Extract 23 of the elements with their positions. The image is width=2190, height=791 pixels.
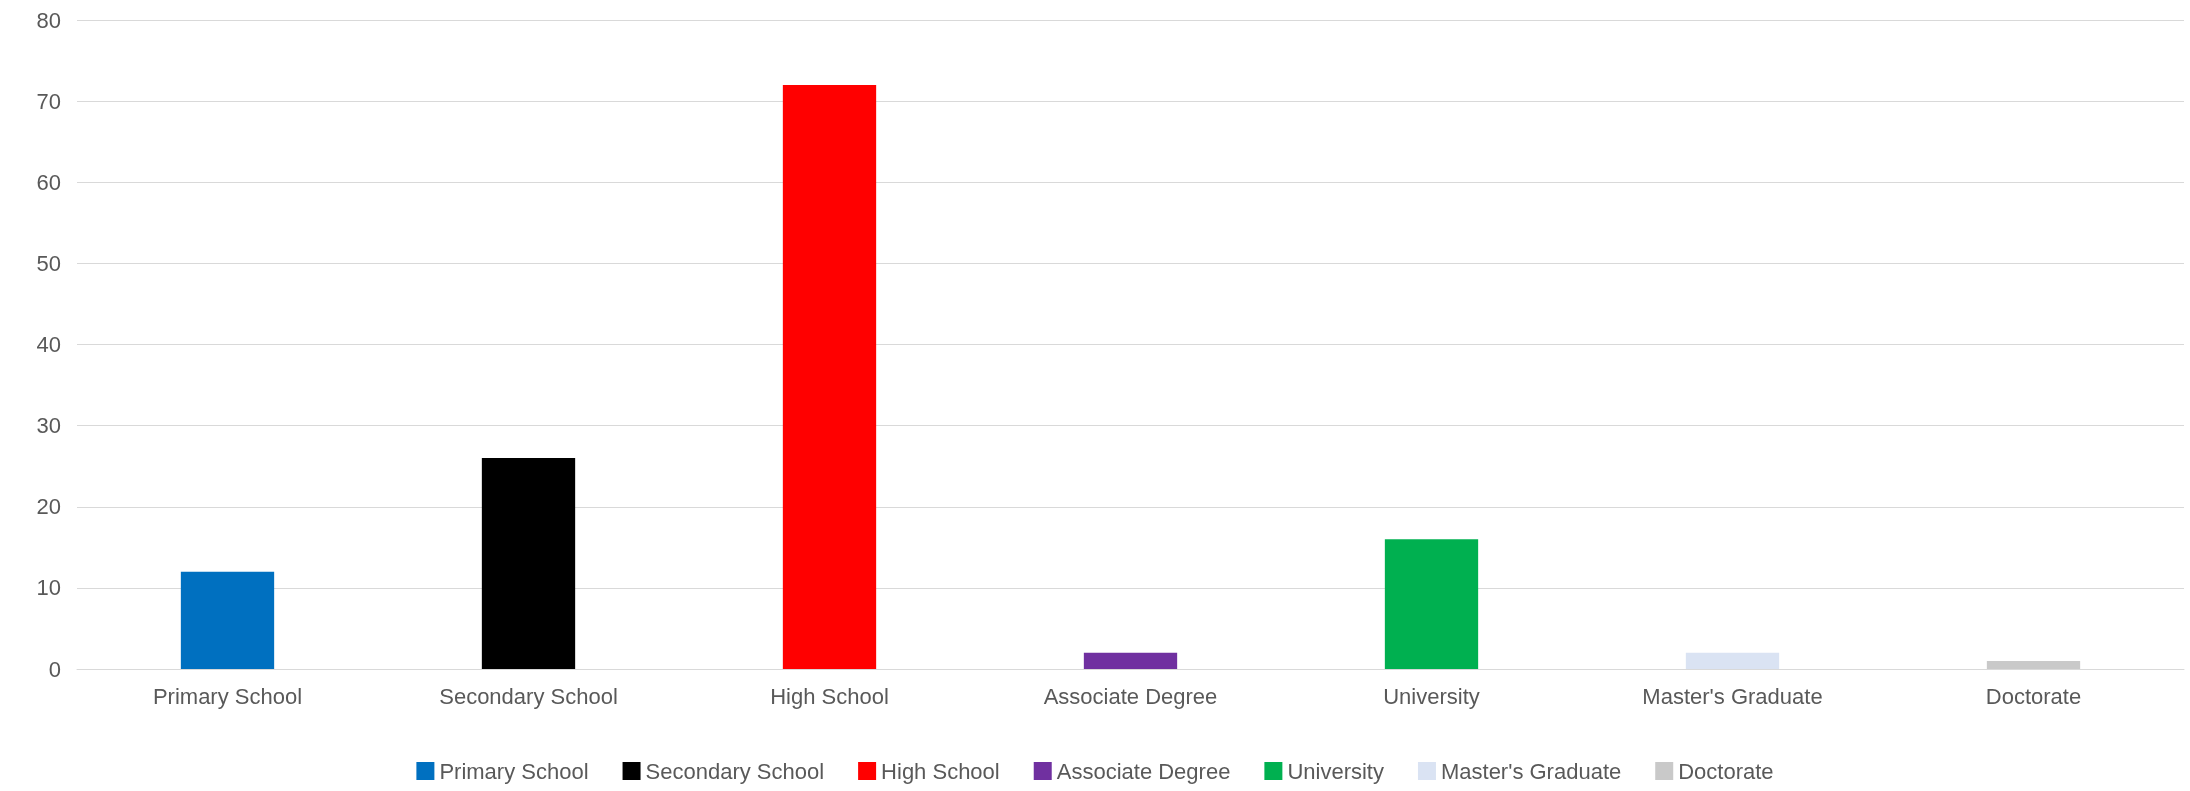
- y-tick-label: 30: [36, 413, 61, 439]
- legend-label: Master's Graduate: [1440, 758, 1622, 784]
- y-tick-label: 10: [36, 575, 61, 601]
- x-tick-label: Primary School: [152, 683, 303, 709]
- legend-label: Associate Degree: [1056, 758, 1231, 784]
- y-tick-label: 50: [36, 250, 61, 276]
- x-tick-label: Master's Graduate: [1642, 683, 1823, 709]
- x-tick-label: Doctorate: [1985, 683, 2082, 709]
- legend-label: High School: [881, 758, 1000, 784]
- legend-label: Secondary School: [645, 758, 825, 784]
- x-tick-label: High School: [770, 683, 889, 709]
- x-tick-label: University: [1383, 683, 1480, 709]
- legend-label: Primary School: [439, 758, 589, 784]
- legend-label: University: [1287, 758, 1384, 784]
- y-tick-label: 80: [36, 7, 61, 33]
- y-tick-label: 60: [36, 169, 61, 195]
- y-tick-label: 70: [36, 88, 61, 114]
- x-tick-label: Secondary School: [439, 683, 618, 709]
- x-tick-label: Associate Degree: [1043, 683, 1218, 709]
- y-tick-label: 0: [48, 656, 61, 682]
- y-tick-label: 40: [36, 332, 61, 357]
- y-tick-label: 20: [36, 494, 61, 520]
- legend-label: Doctorate: [1678, 758, 1774, 784]
